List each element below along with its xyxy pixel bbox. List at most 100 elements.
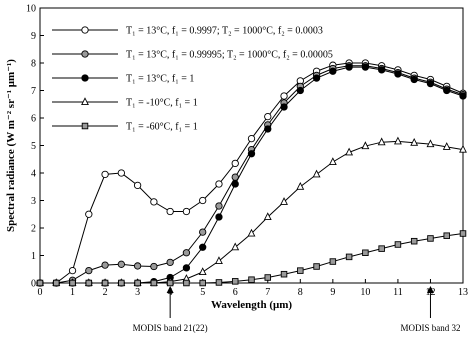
- legend-label: T₁ = -60°C, f₁ = 1: [126, 122, 198, 133]
- y-tick-label: 7: [31, 86, 36, 97]
- legend-entry-2: T₁ = 13°C, f₁ = 0.99995; T₂ = 1000°C, f₂…: [52, 50, 333, 61]
- series-line: [40, 140, 464, 284]
- series-5: [36, 230, 467, 287]
- series-point: [263, 212, 272, 221]
- series-point: [427, 235, 434, 242]
- x-tick-label: 7: [265, 287, 270, 298]
- series-point: [296, 181, 305, 190]
- series-point: [312, 74, 321, 82]
- series-point: [393, 136, 402, 145]
- legend-label: T₁ = 13°C, f₁ = 0.99995; T₂ = 1000°C, f₂…: [126, 50, 333, 61]
- x-tick-label: 11: [393, 287, 403, 298]
- annotation-arrow-head: [426, 286, 434, 293]
- x-axis-title: Wavelength (μm): [211, 299, 292, 311]
- series-point: [328, 157, 337, 166]
- series-point: [231, 180, 239, 188]
- series-point: [410, 137, 419, 146]
- series-point: [362, 249, 369, 256]
- series-point: [280, 103, 288, 111]
- series-point: [296, 86, 304, 95]
- series-point: [345, 147, 354, 156]
- y-tick-label: 9: [31, 31, 36, 42]
- legend-label: T₁ = 13°C, f₁ = 0.9997; T₂ = 1000°C, f₂ …: [126, 26, 323, 37]
- x-tick-label: 3: [135, 287, 140, 298]
- legend-marker: [81, 50, 89, 58]
- series-point: [117, 169, 125, 177]
- x-tick-label: 6: [233, 287, 238, 298]
- series-line: [40, 233, 464, 284]
- legend-marker: [81, 122, 89, 130]
- x-tick-label: 10: [360, 287, 370, 298]
- series-point: [297, 267, 304, 274]
- series-point: [118, 279, 125, 287]
- y-tick-label: 4: [31, 169, 36, 180]
- series-point: [361, 141, 370, 150]
- series-point: [231, 242, 240, 251]
- series-point: [68, 266, 77, 275]
- series-point: [85, 279, 93, 287]
- series-point: [133, 181, 142, 190]
- series-4: [36, 136, 467, 287]
- y-tick-label: 8: [31, 59, 36, 70]
- series-point: [443, 86, 451, 95]
- y-tick-label: 1: [31, 251, 36, 262]
- series-point: [459, 92, 467, 100]
- series-point: [394, 241, 402, 248]
- series-point: [199, 243, 207, 251]
- series-point: [101, 279, 109, 287]
- legend-marker: [81, 74, 89, 82]
- series-point: [215, 256, 223, 265]
- legend-label: T₁ = -10°C, f₁ = 1: [126, 98, 198, 109]
- legend-entry-5: T₁ = -60°C, f₁ = 1: [52, 122, 198, 133]
- series-point: [280, 270, 288, 278]
- series-point: [248, 276, 255, 283]
- x-tick-label: 9: [330, 287, 335, 298]
- annotation-label: MODIS band 21(22): [133, 323, 208, 333]
- series-point: [215, 213, 223, 221]
- series-point: [215, 279, 223, 286]
- series-point: [182, 249, 191, 257]
- series-point: [231, 159, 239, 168]
- legend-entry-3: T₁ = 13°C, f₁ = 1: [52, 74, 194, 85]
- series-point: [329, 258, 337, 265]
- series-point: [166, 207, 174, 216]
- annotation-1: MODIS band 21(22): [133, 286, 208, 333]
- legend-marker: [81, 97, 89, 106]
- series-point: [345, 63, 353, 71]
- series-point: [215, 202, 223, 210]
- series-point: [53, 279, 60, 287]
- series-point: [378, 245, 385, 252]
- series-point: [426, 79, 435, 88]
- series-point: [313, 263, 320, 270]
- series-point: [426, 139, 435, 148]
- series-point: [85, 210, 93, 218]
- series-point: [36, 279, 44, 287]
- plot-area: 012345678910111213012345678910: [26, 4, 468, 299]
- x-tick-label: 1: [70, 287, 75, 298]
- series-point: [378, 66, 386, 74]
- series-point: [280, 92, 288, 100]
- series-point: [345, 253, 353, 261]
- series-point: [280, 197, 288, 205]
- series-point: [101, 261, 109, 269]
- annotation-2: MODIS band 32: [400, 286, 460, 333]
- legend-entry-4: T₁ = -10°C, f₁ = 1: [52, 97, 198, 109]
- series-point: [134, 279, 141, 287]
- y-axis-title: Spectral radiance (W m⁻² sr⁻¹ μm⁻¹): [5, 59, 17, 232]
- series-point: [329, 67, 337, 75]
- annotation-arrow-head: [166, 286, 174, 293]
- data-curves: [36, 59, 467, 287]
- series-point: [377, 137, 386, 146]
- y-tick-label: 0: [31, 279, 36, 290]
- x-tick-label: 5: [200, 287, 205, 298]
- legend: T₁ = 13°C, f₁ = 0.9997; T₂ = 1000°C, f₂ …: [52, 26, 333, 133]
- series-point: [133, 262, 142, 270]
- series-point: [199, 196, 207, 205]
- y-tick-label: 3: [31, 196, 36, 207]
- series-point: [150, 262, 158, 271]
- series-point: [264, 274, 272, 281]
- y-tick-label: 6: [31, 114, 36, 125]
- series-point: [199, 228, 207, 236]
- x-tick-label: 0: [38, 287, 43, 298]
